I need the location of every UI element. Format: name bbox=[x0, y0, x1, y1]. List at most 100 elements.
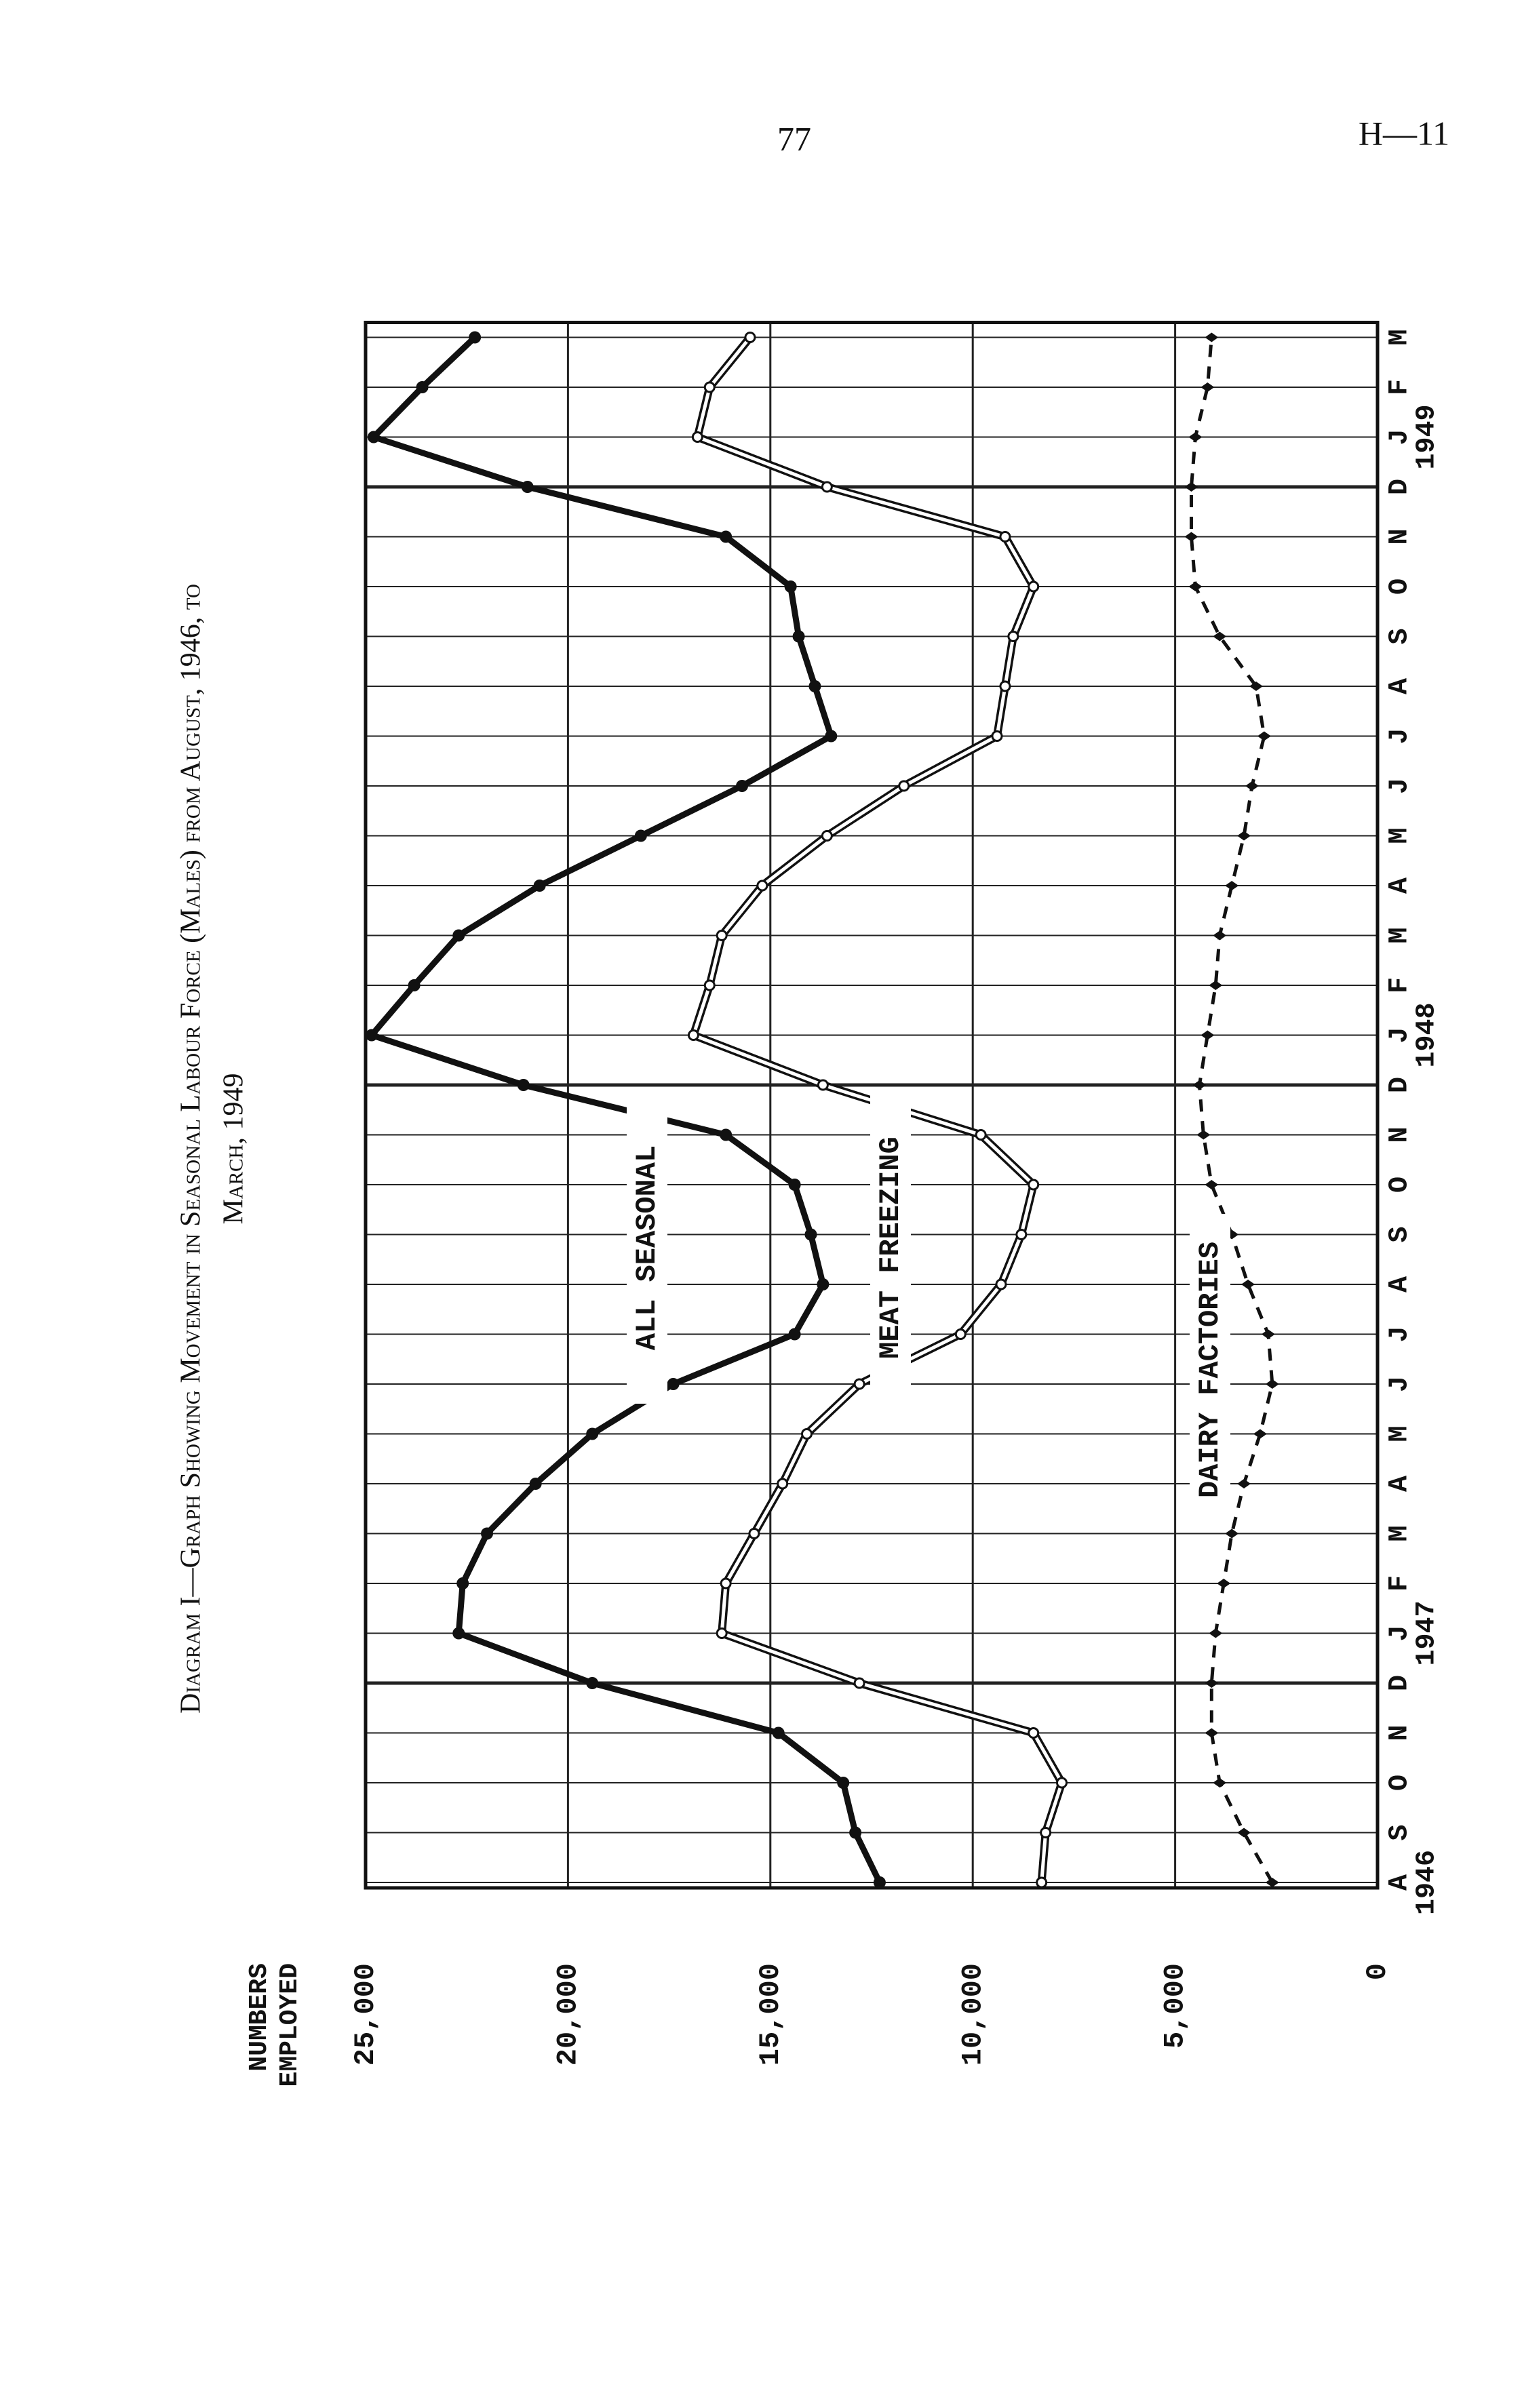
x-tick-label: J bbox=[1385, 1027, 1416, 1043]
x-tick-label: A bbox=[1385, 1276, 1416, 1292]
point bbox=[703, 381, 716, 393]
x-tick-label: D bbox=[1385, 479, 1416, 495]
y-tick-label: 25,000 bbox=[349, 1963, 382, 2066]
point bbox=[586, 1427, 599, 1440]
page-ref: H—11 bbox=[1359, 114, 1449, 152]
point bbox=[744, 332, 756, 343]
x-tick-label: N bbox=[1385, 528, 1416, 545]
point bbox=[687, 1029, 699, 1041]
point bbox=[1028, 1179, 1040, 1191]
point bbox=[1040, 1827, 1052, 1838]
x-tick-label: D bbox=[1385, 1675, 1416, 1691]
series-label: DAIRY FACTORIES bbox=[1194, 1242, 1226, 1498]
point bbox=[720, 1577, 732, 1590]
y-axis-label: EMPLOYED bbox=[275, 1963, 305, 2087]
x-tick-label: J bbox=[1385, 1625, 1416, 1641]
point bbox=[452, 1627, 465, 1640]
chart-title: Diagram I—Graph Showing Movement in Seas… bbox=[176, 584, 207, 1714]
point bbox=[821, 481, 833, 493]
point bbox=[784, 580, 797, 593]
point bbox=[825, 730, 838, 743]
x-tick-label: M bbox=[1385, 1525, 1416, 1541]
point bbox=[804, 1228, 817, 1241]
point bbox=[716, 1627, 728, 1639]
point bbox=[975, 1129, 987, 1141]
x-tick-label: S bbox=[1385, 1824, 1416, 1840]
y-tick-label: 15,000 bbox=[754, 1963, 787, 2066]
page-number: 77 bbox=[777, 119, 811, 157]
x-tick-label: A bbox=[1385, 1874, 1416, 1891]
point bbox=[788, 1328, 801, 1341]
x-tick-label: F bbox=[1385, 379, 1416, 395]
point bbox=[533, 880, 546, 892]
series-line bbox=[368, 335, 882, 1884]
x-tick-label: F bbox=[1385, 977, 1416, 993]
point bbox=[999, 680, 1011, 692]
point bbox=[954, 1328, 967, 1340]
point bbox=[521, 481, 534, 493]
point bbox=[853, 1378, 865, 1390]
series-label: ALL SEASONAL bbox=[631, 1145, 663, 1350]
y-axis-label: NUMBERS bbox=[245, 1963, 274, 2072]
year-label: 1946 bbox=[1412, 1850, 1443, 1915]
point bbox=[716, 930, 728, 941]
point bbox=[801, 1428, 813, 1440]
point bbox=[1055, 1777, 1068, 1789]
x-tick-label: O bbox=[1385, 1177, 1416, 1193]
point bbox=[529, 1478, 542, 1490]
point bbox=[469, 331, 482, 344]
point bbox=[1028, 1727, 1040, 1739]
point bbox=[1257, 731, 1271, 741]
x-tick-label: M bbox=[1385, 827, 1416, 844]
point bbox=[517, 1079, 530, 1091]
x-tick-label: M bbox=[1385, 927, 1416, 943]
x-tick-label: S bbox=[1385, 1226, 1416, 1242]
x-tick-label: O bbox=[1385, 578, 1416, 595]
point bbox=[849, 1826, 862, 1839]
y-tick-label: 10,000 bbox=[956, 1963, 989, 2066]
point bbox=[821, 830, 833, 842]
y-tick-label: 5,000 bbox=[1159, 1963, 1192, 2049]
point bbox=[837, 1777, 850, 1789]
point bbox=[991, 730, 1003, 742]
x-tick-label: J bbox=[1385, 778, 1416, 794]
point bbox=[736, 780, 749, 792]
y-tick-label: 20,000 bbox=[551, 1963, 584, 2066]
point bbox=[452, 929, 465, 942]
point bbox=[756, 880, 768, 892]
x-tick-label: D bbox=[1385, 1077, 1416, 1093]
point bbox=[367, 431, 380, 443]
point bbox=[586, 1677, 599, 1689]
x-tick-label: N bbox=[1385, 1724, 1416, 1741]
series-label-bg bbox=[627, 1092, 667, 1404]
x-tick-label: A bbox=[1385, 877, 1416, 894]
point bbox=[817, 1079, 829, 1091]
year-label: 1947 bbox=[1412, 1600, 1443, 1665]
x-tick-label: J bbox=[1385, 1376, 1416, 1392]
point bbox=[416, 381, 429, 393]
point bbox=[1201, 1030, 1215, 1040]
point bbox=[748, 1528, 760, 1539]
x-tick-label: M bbox=[1385, 329, 1416, 345]
x-tick-label: J bbox=[1385, 429, 1416, 445]
point bbox=[1028, 580, 1040, 593]
plot-frame bbox=[364, 321, 1380, 1890]
chart-title: March, 1949 bbox=[218, 1073, 250, 1225]
point bbox=[703, 979, 716, 991]
point bbox=[817, 1278, 830, 1290]
year-label: 1948 bbox=[1412, 1002, 1443, 1067]
point bbox=[691, 431, 703, 443]
point bbox=[481, 1527, 494, 1540]
point bbox=[1007, 631, 1019, 642]
x-tick-label: A bbox=[1385, 678, 1416, 694]
point bbox=[1036, 1876, 1048, 1889]
x-tick-label: S bbox=[1385, 628, 1416, 644]
point bbox=[853, 1677, 865, 1689]
point bbox=[720, 1128, 733, 1141]
point bbox=[898, 780, 910, 792]
x-tick-label: F bbox=[1385, 1575, 1416, 1592]
point bbox=[456, 1577, 469, 1590]
point bbox=[1201, 382, 1215, 392]
